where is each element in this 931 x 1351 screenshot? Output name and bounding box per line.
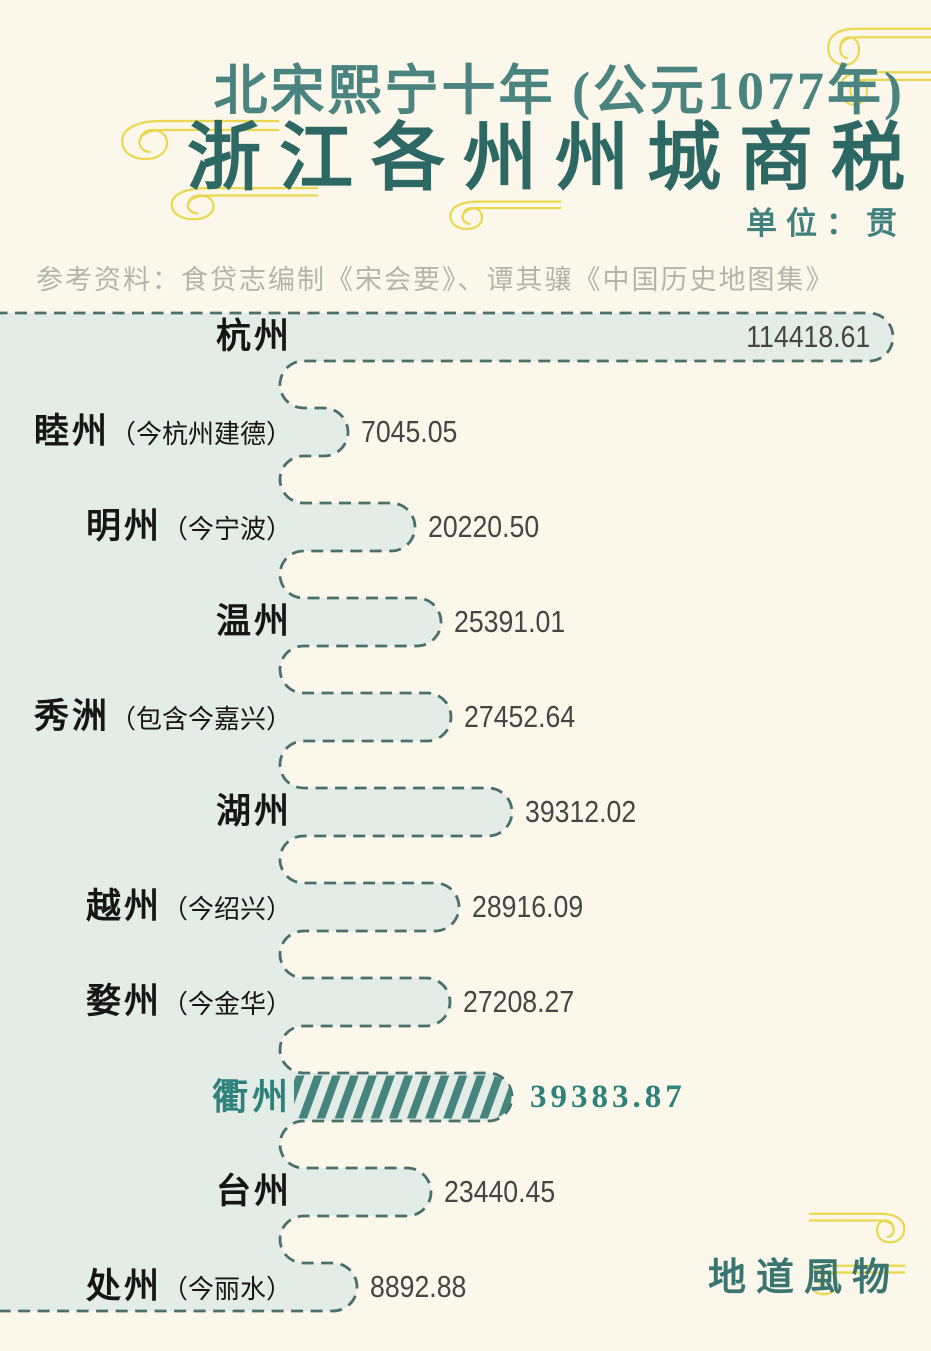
- bar-snake-outline: [0, 311, 895, 1313]
- prefecture-modern-note: （今丽水）: [161, 1275, 292, 1304]
- prefecture-name: 湖州: [215, 792, 292, 831]
- bar-value-text: 39312.02: [525, 794, 637, 829]
- bar-value-text: 20220.50: [428, 509, 540, 544]
- prefecture-name: 杭州: [215, 317, 292, 356]
- bar-value: 7045.05: [361, 408, 473, 456]
- bar-value-text: 28916.09: [472, 889, 584, 924]
- bar-value-text: 25391.01: [454, 604, 566, 639]
- bar-value-text: 39383.87: [530, 1079, 686, 1115]
- prefecture-modern-note: （今宁波）: [161, 515, 292, 544]
- prefecture-name: 秀洲: [33, 697, 110, 736]
- prefecture-name: 越州: [85, 887, 162, 926]
- bar-value: 20220.50: [428, 503, 557, 551]
- brand-logo: 地道風物: [707, 1257, 900, 1299]
- bar-label: 温州: [216, 598, 292, 646]
- bar-label: 明州（今宁波）: [86, 503, 292, 551]
- bar-value: 39312.02: [525, 788, 654, 836]
- bar-label: 台州: [216, 1168, 292, 1216]
- bar-value-text: 114418.61: [745, 319, 870, 354]
- prefecture-name: 台州: [215, 1172, 292, 1211]
- bar-label: 衢州: [212, 1073, 292, 1121]
- prefecture-modern-note: （今绍兴）: [161, 895, 292, 924]
- bar-value-text: 23440.45: [444, 1174, 556, 1209]
- page-title: 浙江各州州城商税: [187, 118, 923, 200]
- prefecture-name: 明州: [85, 507, 162, 546]
- unit-label: 单位：贯: [746, 206, 906, 241]
- bar-label: 睦州（今杭州建德）: [34, 408, 292, 456]
- bar-value: 25391.01: [454, 598, 583, 646]
- bar-value: 8892.88: [370, 1263, 482, 1311]
- prefecture-modern-note: （今杭州建德）: [109, 420, 292, 449]
- bar-value: 114418.61: [726, 313, 870, 361]
- prefecture-modern-note: （包含今嘉兴）: [109, 705, 292, 734]
- prefecture-name: 温州: [215, 602, 292, 641]
- bar-value-text: 8892.88: [370, 1269, 467, 1304]
- bar-value: 39383.87: [530, 1073, 686, 1121]
- prefecture-name: 处州: [85, 1267, 162, 1306]
- bar-value-text: 7045.05: [361, 414, 458, 449]
- bar-value: 28916.09: [472, 883, 601, 931]
- bar-value: 23440.45: [444, 1168, 573, 1216]
- bar-value: 27208.27: [463, 978, 592, 1026]
- era-subtitle: 北宋熙宁十年 (公元1077年): [213, 61, 905, 121]
- bar-label: 杭州: [216, 313, 292, 361]
- cloud-scroll-icon: [807, 1212, 906, 1244]
- prefecture-name: 婺州: [85, 982, 162, 1021]
- bar-value-text: 27452.64: [464, 699, 576, 734]
- prefecture-name: 衢州: [211, 1077, 292, 1117]
- bar-label: 秀洲（包含今嘉兴）: [34, 693, 292, 741]
- highlight-hatch-bar: [294, 1075, 512, 1119]
- bar-label: 婺州（今金华）: [86, 978, 292, 1026]
- cloud-scroll-icon: [449, 200, 562, 230]
- prefecture-modern-note: （今金华）: [161, 990, 292, 1019]
- bar-label: 越州（今绍兴）: [86, 883, 292, 931]
- bar-value-text: 27208.27: [463, 984, 575, 1019]
- bar-label: 湖州: [216, 788, 292, 836]
- bar-label: 处州（今丽水）: [86, 1263, 292, 1311]
- prefecture-name: 睦州: [33, 412, 110, 451]
- bar-value: 27452.64: [464, 693, 593, 741]
- source-note: 参考资料：食贷志编制《宋会要》、谭其骧《中国历史地图集》: [36, 265, 835, 295]
